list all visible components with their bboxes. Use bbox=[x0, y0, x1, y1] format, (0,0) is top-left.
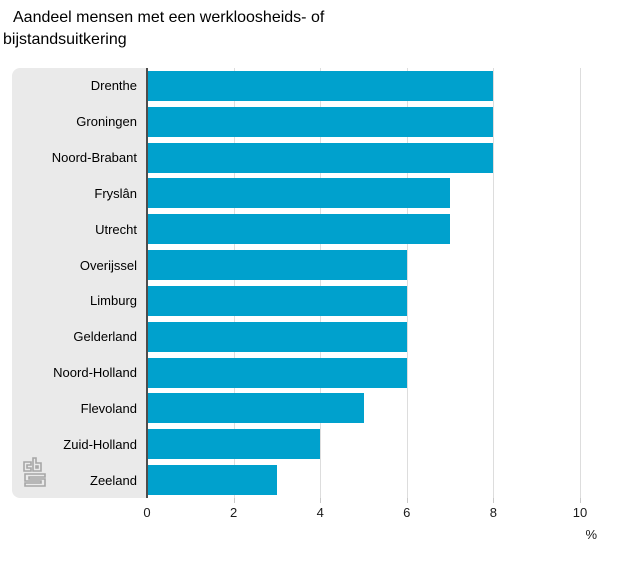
bar-drenthe bbox=[148, 70, 494, 101]
category-labels: Drenthe Groningen Noord-Brabant Fryslân Utre… bbox=[12, 68, 146, 498]
grid-line bbox=[320, 68, 322, 498]
x-tick-label: 6 bbox=[403, 505, 411, 520]
category-label: Groningen bbox=[76, 114, 137, 130]
x-tick-label: 8 bbox=[489, 505, 497, 520]
category-label: Zuid-Holland bbox=[63, 436, 137, 452]
x-tick-label: 10 bbox=[572, 505, 588, 520]
grid-line bbox=[580, 68, 581, 498]
x-tick-mark bbox=[320, 498, 322, 503]
category-label: Utrecht bbox=[95, 221, 137, 237]
x-tick-mark bbox=[493, 498, 495, 503]
bar-row bbox=[148, 426, 613, 462]
bar-row bbox=[148, 68, 613, 104]
bar-gelderland bbox=[148, 321, 407, 352]
bar-row bbox=[148, 140, 613, 176]
bar-limburg bbox=[148, 285, 407, 316]
category-label: Zeeland bbox=[90, 472, 137, 488]
bar-row bbox=[148, 211, 613, 247]
x-tick-mark bbox=[233, 498, 235, 503]
bar-utrecht bbox=[148, 214, 451, 245]
bar-noord-brabant bbox=[148, 142, 494, 173]
category-label: Noord-Brabant bbox=[51, 150, 137, 166]
x-tick-label: 0 bbox=[143, 505, 151, 520]
bar-overijssel bbox=[148, 250, 407, 281]
x-tick-label: 2 bbox=[229, 505, 238, 520]
grid-line bbox=[406, 68, 408, 498]
bar-row bbox=[148, 247, 613, 283]
x-axis-unit-label: % bbox=[585, 527, 597, 542]
bar-row bbox=[148, 319, 613, 355]
category-label: Gelderland bbox=[73, 329, 137, 345]
bar-row bbox=[148, 462, 613, 498]
label-panel: Drenthe Groningen Noord-Brabant Fryslân Utre… bbox=[12, 68, 146, 498]
chart-title: Aandeel mensen met een werkloosheids- of… bbox=[3, 9, 325, 48]
cbs-logo-icon bbox=[23, 457, 46, 487]
x-tick-mark bbox=[580, 498, 581, 503]
bar-flevoland bbox=[148, 393, 364, 424]
bar-frysl-n bbox=[148, 178, 451, 209]
bar-row bbox=[148, 283, 613, 319]
category-label: Noord-Holland bbox=[53, 365, 137, 381]
bar-groningen bbox=[148, 106, 494, 137]
bar-row bbox=[148, 175, 613, 211]
category-label: Flevoland bbox=[80, 400, 137, 416]
bar-row bbox=[148, 390, 613, 426]
category-label: Drenthe bbox=[90, 78, 137, 94]
grid-line bbox=[493, 68, 495, 498]
bar-row bbox=[148, 355, 613, 391]
category-label: Fryslân bbox=[94, 185, 137, 201]
grid-line bbox=[233, 68, 235, 498]
bar-row bbox=[148, 104, 613, 140]
category-label: Overijssel bbox=[79, 257, 137, 273]
bar-zuid-holland bbox=[148, 429, 321, 460]
bar-noord-holland bbox=[148, 357, 407, 388]
bar-zeeland bbox=[148, 465, 277, 496]
x-tick-mark bbox=[406, 498, 408, 503]
bars bbox=[148, 68, 613, 498]
plot-area bbox=[148, 68, 613, 498]
category-label: Limburg bbox=[90, 293, 137, 309]
x-tick-label: 4 bbox=[316, 505, 324, 520]
y-axis-line bbox=[146, 68, 148, 498]
